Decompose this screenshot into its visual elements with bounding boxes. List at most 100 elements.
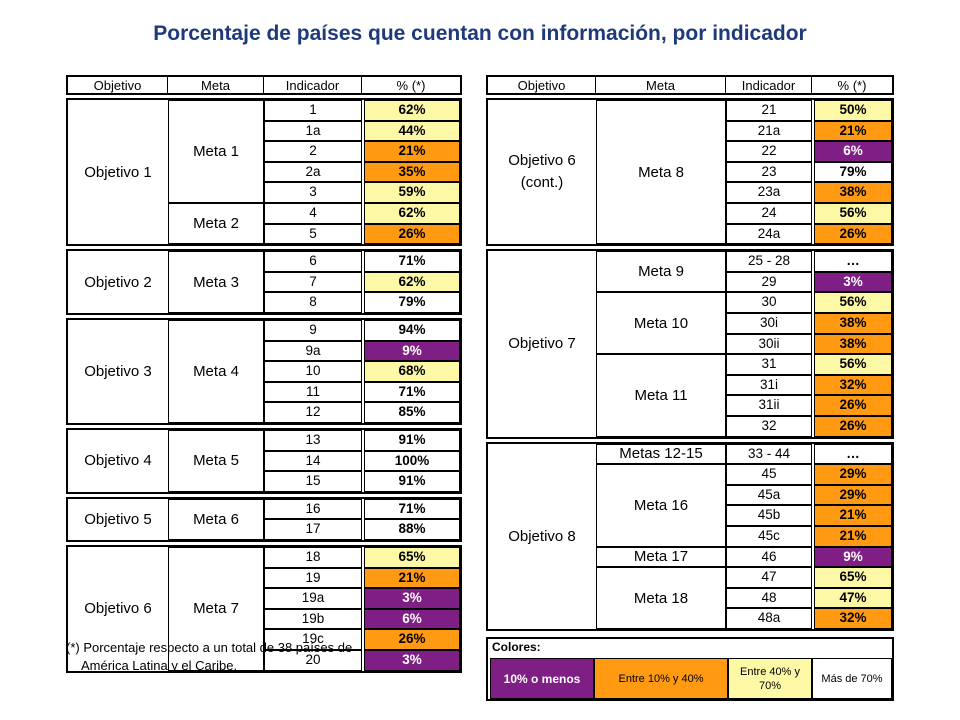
footnote-line-2: América Latina y el Caribe. (81, 658, 238, 673)
percent-cell: 56% (814, 292, 892, 313)
meta-label: Meta 11 (596, 354, 726, 437)
indicator-cell: 15 (264, 471, 362, 492)
indicator-cell: 30ii (726, 333, 812, 355)
indicator-cell: 19b (264, 608, 362, 630)
meta-label: Meta 6 (168, 498, 264, 540)
objetivo-block: Objetivo 8 Metas 12-15 33 - 44… Meta 16 45 29… (486, 441, 894, 631)
header-meta: Meta (596, 77, 726, 93)
indicator-cell: 8 (264, 292, 362, 313)
indicator-cell: 21 (726, 100, 812, 121)
objetivo-label: Objetivo 3 (84, 363, 152, 380)
indicator-cell: 31ii (726, 395, 812, 416)
meta-label: Meta 18 (596, 567, 726, 629)
percent-cell: 38% (814, 182, 892, 203)
percent-cell: 94% (364, 320, 460, 341)
indicator-cell: 2a (264, 161, 362, 183)
indicator-cell: 45b (726, 505, 812, 526)
objetivo-block: Objetivo 6 (cont.) Meta 8 21 50% 21a 21% 22 6% 2… (486, 98, 894, 247)
indicator-cell: 16 (264, 498, 362, 520)
indicator-cell: 45 (726, 464, 812, 485)
objetivo-label: Objetivo 6 (84, 600, 152, 618)
indicator-cell: 48 (726, 587, 812, 609)
percent-cell: 79% (814, 161, 892, 183)
indicator-cell: 23a (726, 182, 812, 203)
percent-cell: 26% (364, 223, 460, 245)
percent-cell: 3% (364, 588, 460, 609)
table-header: Objetivo Meta Indicador % (*) (66, 75, 462, 95)
objetivo-block: Objetivo 1 Meta 1 1 62% 1a 44% 2 21% 2a 35% 3 59% Me… (66, 98, 462, 247)
percent-cell: 88% (364, 519, 460, 540)
meta-label: Meta 2 (168, 203, 264, 245)
percent-cell: 38% (814, 333, 892, 355)
indicator-cell: 19a (264, 588, 362, 609)
percent-cell: 26% (364, 629, 460, 650)
indicator-cell: 30i (726, 312, 812, 334)
percent-cell: 50% (814, 100, 892, 121)
percent-cell: 85% (364, 402, 460, 423)
footnote: (*) Porcentaje respecto a un total de 38… (66, 639, 352, 675)
objetivo-block: Objetivo 3 Meta 4 9 94% 9a 9% 10 68% 11 71% 12 85% (66, 318, 462, 425)
objetivo-label: Objetivo 8 (508, 527, 576, 545)
objetivo-label: Objetivo 4 (84, 452, 152, 470)
indicator-cell: 14 (264, 450, 362, 472)
percent-cell: 71% (364, 498, 460, 520)
percent-cell: 59% (364, 182, 460, 203)
indicator-cell: 33 - 44 (726, 443, 812, 465)
header-objetivo: Objetivo (68, 77, 168, 93)
indicator-cell: 12 (264, 402, 362, 423)
percent-cell: 68% (364, 361, 460, 382)
meta-label: Metas 12-15 (596, 443, 726, 465)
header-pct: % (*) (396, 78, 426, 93)
objetivo-label: Objetivo 1 (84, 163, 152, 181)
legend-item-yellow: Entre 40% y 70% (728, 658, 812, 699)
percent-cell: 6% (814, 141, 892, 162)
indicator-cell: 11 (264, 381, 362, 403)
meta-label: Meta 4 (168, 320, 264, 423)
objetivo-block: Objetivo 5 Meta 6 16 71% 17 88% (66, 496, 462, 542)
meta-label: Meta 9 (596, 251, 726, 293)
legend-item-purple: 10% o menos (490, 658, 594, 699)
meta-label: Meta 5 (168, 430, 264, 492)
indicator-cell: 24a (726, 223, 812, 245)
percent-cell: 56% (814, 203, 892, 224)
percent-cell: 26% (814, 415, 892, 437)
percent-cell: 62% (364, 100, 460, 121)
percent-cell: 79% (364, 292, 460, 313)
percent-cell: 38% (814, 312, 892, 334)
indicator-cell: 31 (726, 354, 812, 375)
percent-cell: 21% (814, 505, 892, 526)
objetivo-block: Objetivo 7 Meta 9 25 - 28… 29 3% Meta 10 30 56%… (486, 249, 894, 439)
percent-cell: 71% (364, 381, 460, 403)
percent-cell: 56% (814, 354, 892, 375)
percent-cell: 44% (364, 120, 460, 142)
percent-cell: 29% (814, 464, 892, 485)
objetivo-label: Objetivo 6 (cont.) (508, 152, 576, 192)
percent-cell: … (814, 443, 892, 465)
percent-cell: 32% (814, 608, 892, 629)
indicator-cell: 29 (726, 271, 812, 293)
header-indicador: Indicador (726, 77, 812, 93)
color-legend: Colores: 10% o menos Entre 10% y 40% Ent… (486, 637, 894, 701)
percent-cell: 71% (364, 251, 460, 272)
indicator-cell: 45a (726, 484, 812, 506)
indicator-cell: 19 (264, 567, 362, 589)
indicator-cell: 1a (264, 120, 362, 142)
legend-item-orange: Entre 10% y 40% (594, 658, 728, 699)
indicator-cell: 45c (726, 525, 812, 547)
header-pct: % (*) (837, 78, 867, 93)
meta-label: Meta 7 (168, 547, 264, 671)
indicator-cell: 23 (726, 161, 812, 183)
percent-cell: 32% (814, 374, 892, 396)
indicator-cell: 10 (264, 361, 362, 382)
indicator-cell: 9 (264, 320, 362, 341)
footnote-line-1: (*) Porcentaje respecto a un total de 38… (66, 640, 353, 655)
indicator-cell: 6 (264, 251, 362, 272)
indicator-cell: 13 (264, 430, 362, 451)
indicator-cell: 9a (264, 340, 362, 362)
indicator-cell: 20 (264, 650, 362, 671)
indicator-cell: 19c (264, 629, 362, 650)
percent-cell: 26% (814, 223, 892, 245)
header-objetivo: Objetivo (488, 77, 596, 93)
percent-cell: 21% (814, 525, 892, 547)
indicator-cell: 3 (264, 182, 362, 203)
